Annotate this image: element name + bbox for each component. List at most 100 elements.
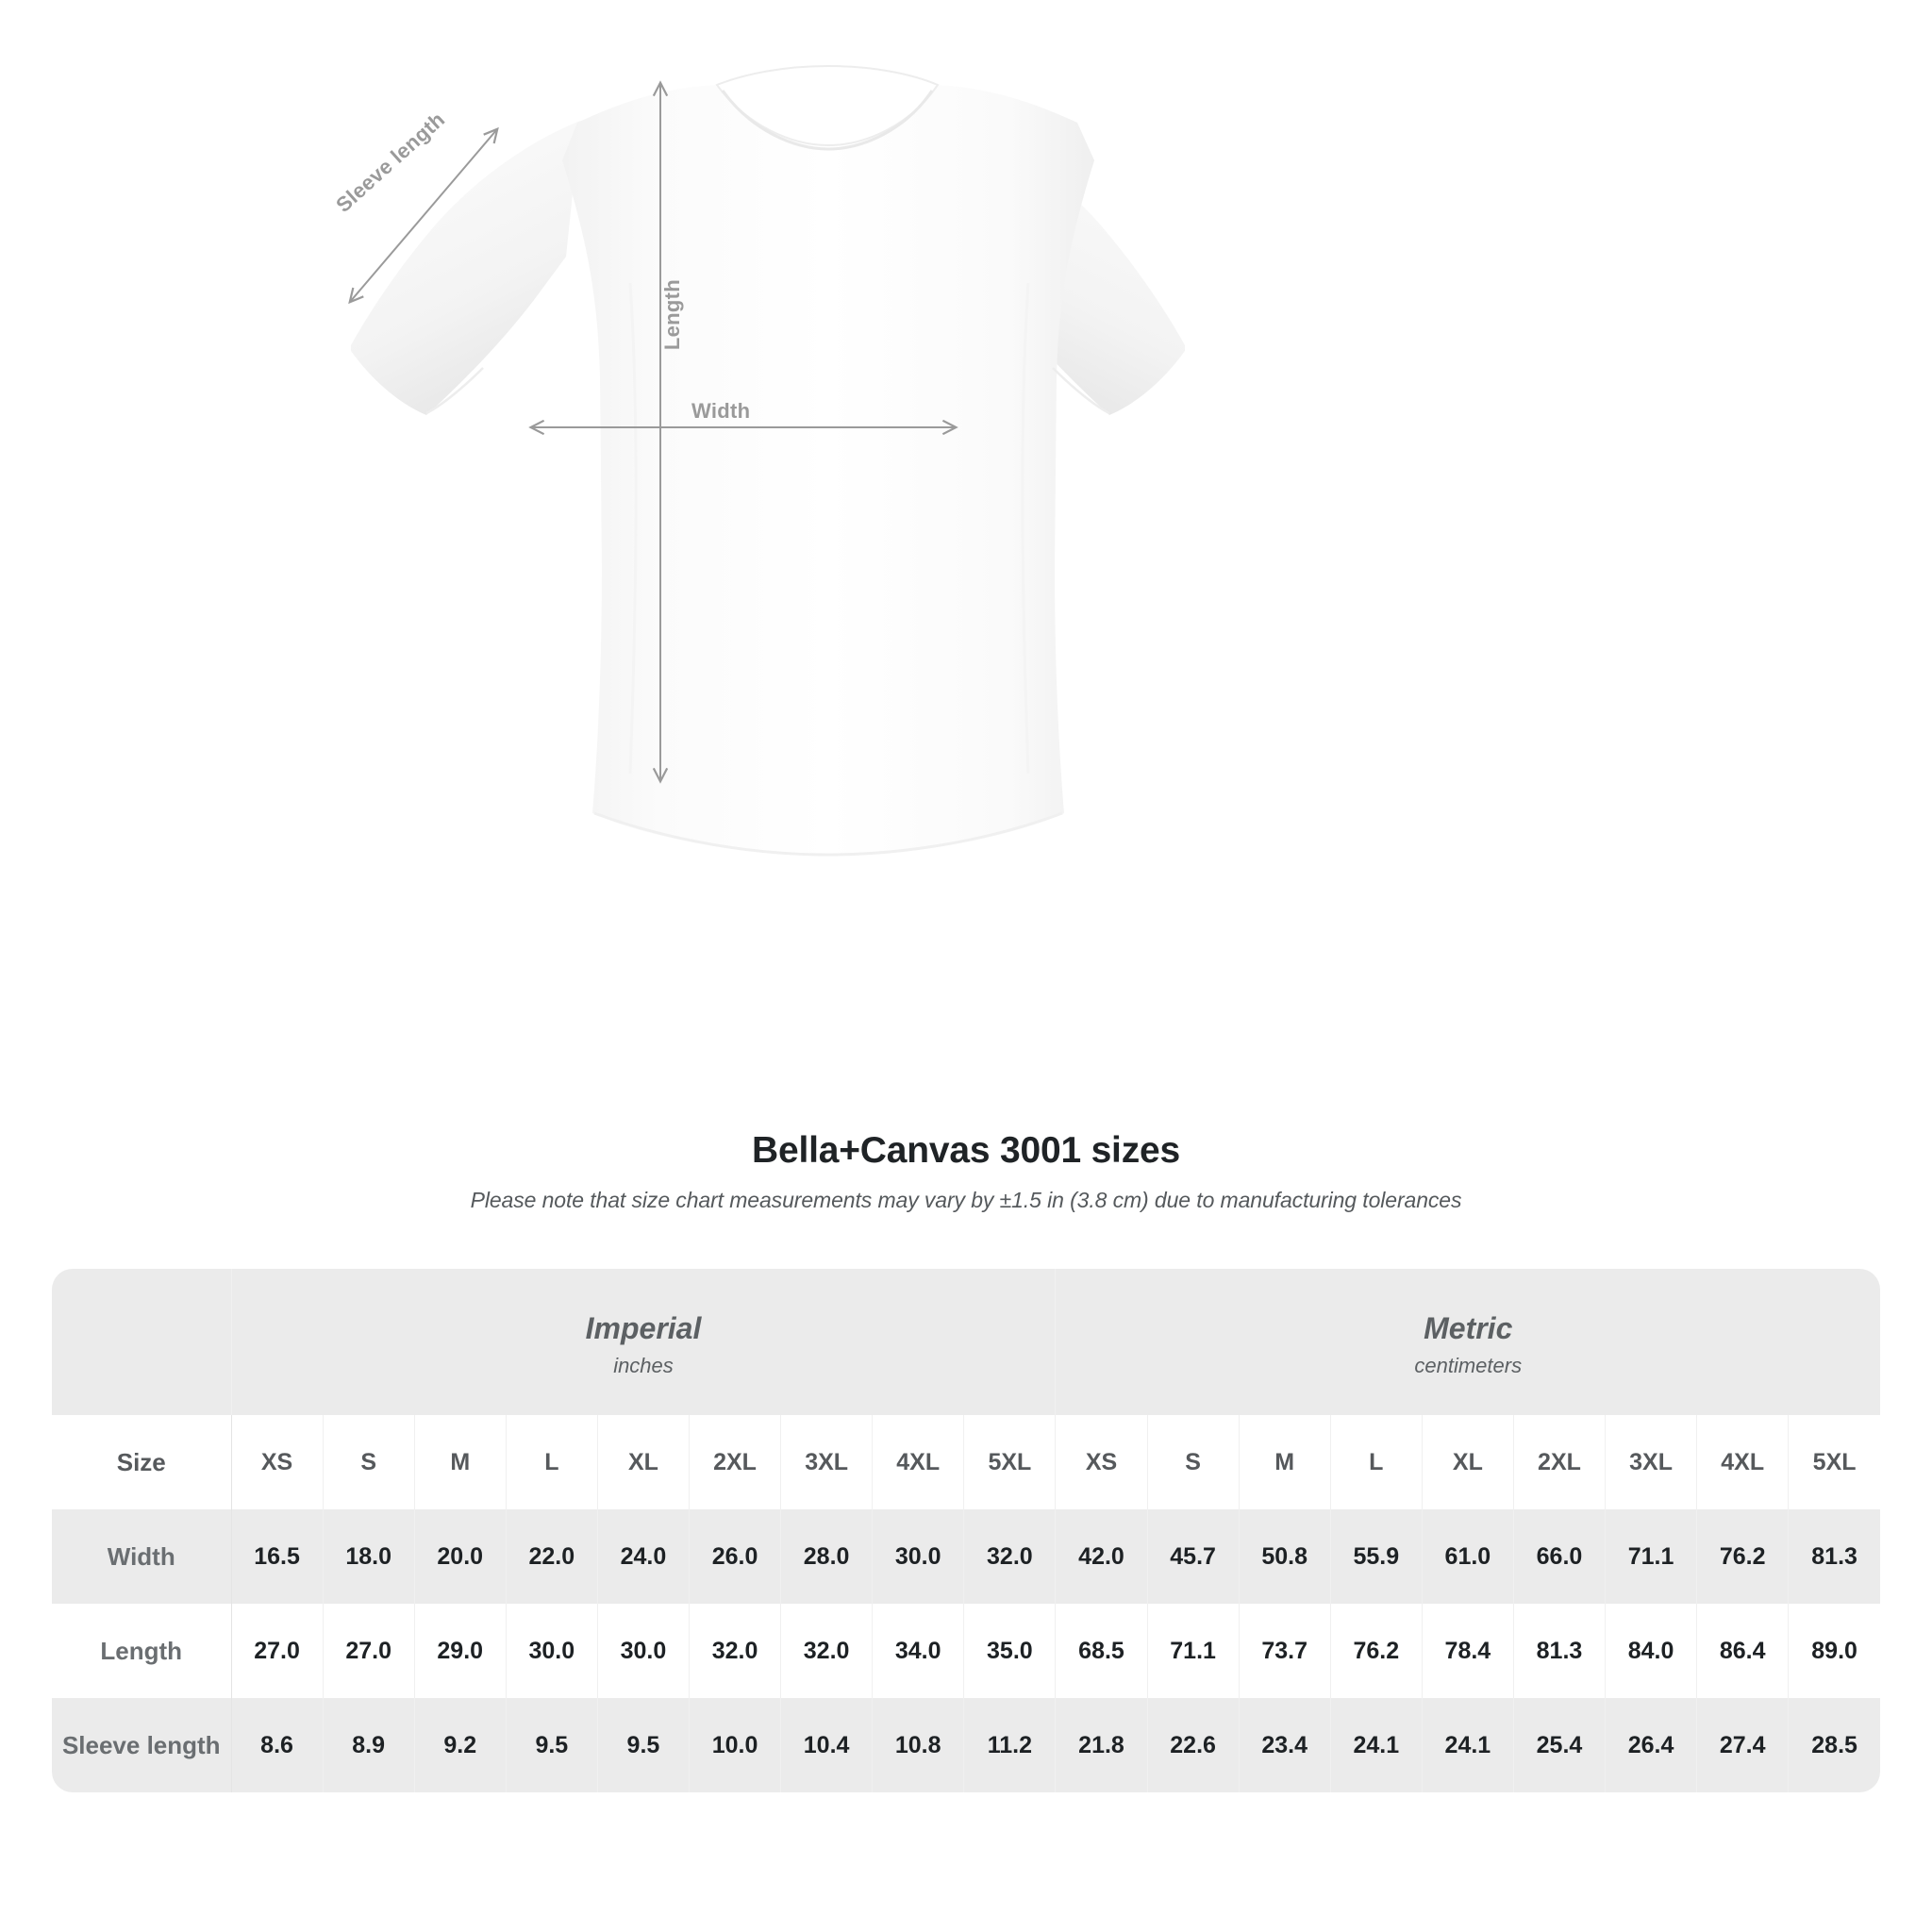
size-header-imperial-xl: XL — [597, 1415, 690, 1509]
width-label: Width — [691, 399, 751, 423]
unit-system-name: Metric — [1424, 1311, 1513, 1345]
cell-length-metric-l: 76.2 — [1330, 1604, 1423, 1698]
unit-system-name: Imperial — [585, 1311, 702, 1345]
cell-length-imperial-s: 27.0 — [323, 1604, 415, 1698]
size-column-header: Size — [52, 1415, 232, 1509]
cell-width-metric-m: 50.8 — [1239, 1509, 1331, 1604]
table-row: Sleeve length 8.6 8.9 9.2 9.5 9.5 10.0 10.4 10.8… — [52, 1698, 1880, 1792]
cell-width-metric-l: 55.9 — [1330, 1509, 1423, 1604]
size-header-metric-xl: XL — [1422, 1415, 1514, 1509]
cell-sleeve-length-imperial-2xl: 10.0 — [689, 1698, 782, 1792]
cell-length-imperial-4xl: 34.0 — [872, 1604, 965, 1698]
heading-block: Bella+Canvas 3001 sizes Please note that… — [0, 1130, 1932, 1213]
cell-width-metric-xl: 61.0 — [1422, 1509, 1514, 1604]
size-table-container: Imperial inches Metric centimeters Size XS S M L… — [52, 1269, 1880, 1792]
cell-sleeve-length-metric-3xl: 26.4 — [1605, 1698, 1698, 1792]
cell-sleeve-length-imperial-4xl: 10.8 — [872, 1698, 965, 1792]
cell-width-imperial-xs: 16.5 — [231, 1509, 324, 1604]
cell-width-imperial-m: 20.0 — [414, 1509, 507, 1604]
cell-length-imperial-xs: 27.0 — [231, 1604, 324, 1698]
sleeve-length-arrow — [348, 126, 499, 305]
cell-length-metric-2xl: 81.3 — [1513, 1604, 1607, 1698]
size-header-imperial-s: S — [323, 1415, 415, 1509]
size-header-imperial-l: L — [506, 1415, 598, 1509]
cell-length-metric-s: 71.1 — [1147, 1604, 1240, 1698]
cell-width-metric-xs: 42.0 — [1055, 1509, 1148, 1604]
cell-sleeve-length-metric-xl: 24.1 — [1422, 1698, 1514, 1792]
size-header-imperial-2xl: 2XL — [689, 1415, 782, 1509]
cell-sleeve-length-metric-2xl: 25.4 — [1513, 1698, 1607, 1792]
cell-sleeve-length-metric-4xl: 27.4 — [1696, 1698, 1790, 1792]
cell-length-metric-m: 73.7 — [1239, 1604, 1331, 1698]
size-header-metric-m: M — [1239, 1415, 1331, 1509]
page-title: Bella+Canvas 3001 sizes — [752, 1130, 1180, 1171]
cell-length-imperial-m: 29.0 — [414, 1604, 507, 1698]
cell-width-metric-s: 45.7 — [1147, 1509, 1240, 1604]
cell-width-metric-5xl: 81.3 — [1788, 1509, 1880, 1604]
cell-width-imperial-5xl: 32.0 — [963, 1509, 1057, 1604]
table-row: Length 27.0 27.0 29.0 30.0 30.0 32.0 32.0 34.0 35… — [52, 1604, 1880, 1698]
size-header-row: Size XS S M L XL 2XL 3XL 4XL 5XL XS S M L XL 2XL 3XL 4XL 5… — [52, 1415, 1880, 1509]
cell-sleeve-length-metric-m: 23.4 — [1239, 1698, 1331, 1792]
tolerance-note: Please note that size chart measurements… — [470, 1188, 1462, 1212]
cell-length-metric-xl: 78.4 — [1422, 1604, 1514, 1698]
size-header-imperial-4xl: 4XL — [872, 1415, 965, 1509]
size-header-metric-2xl: 2XL — [1513, 1415, 1607, 1509]
row-label-width: Width — [52, 1509, 232, 1604]
cell-width-metric-2xl: 66.0 — [1513, 1509, 1607, 1604]
size-header-metric-3xl: 3XL — [1605, 1415, 1698, 1509]
cell-sleeve-length-imperial-l: 9.5 — [506, 1698, 598, 1792]
cell-length-metric-4xl: 86.4 — [1696, 1604, 1790, 1698]
tshirt-shape — [351, 64, 1185, 857]
size-header-metric-l: L — [1330, 1415, 1423, 1509]
cell-sleeve-length-metric-xs: 21.8 — [1055, 1698, 1148, 1792]
table-row: Width 16.5 18.0 20.0 22.0 24.0 26.0 28.0 30.0 32.… — [52, 1509, 1880, 1604]
cell-sleeve-length-metric-s: 22.6 — [1147, 1698, 1240, 1792]
cell-sleeve-length-metric-5xl: 28.5 — [1788, 1698, 1880, 1792]
unit-header-imperial: Imperial inches — [231, 1269, 1057, 1415]
cell-length-metric-xs: 68.5 — [1055, 1604, 1148, 1698]
unit-row-spacer — [52, 1269, 232, 1415]
cell-width-metric-4xl: 76.2 — [1696, 1509, 1790, 1604]
dimension-arrows — [348, 80, 958, 784]
unit-header-metric: Metric centimeters — [1055, 1269, 1880, 1415]
tshirt-illustration — [348, 64, 1185, 857]
size-header-imperial-3xl: 3XL — [780, 1415, 874, 1509]
unit-header-row: Imperial inches Metric centimeters — [52, 1269, 1880, 1415]
cell-width-imperial-2xl: 26.0 — [689, 1509, 782, 1604]
cell-length-imperial-5xl: 35.0 — [963, 1604, 1057, 1698]
size-header-metric-xs: XS — [1055, 1415, 1148, 1509]
cell-length-imperial-3xl: 32.0 — [780, 1604, 874, 1698]
unit-system-unit: inches — [613, 1354, 674, 1377]
size-header-metric-4xl: 4XL — [1696, 1415, 1790, 1509]
size-header-metric-5xl: 5XL — [1788, 1415, 1880, 1509]
cell-width-metric-3xl: 71.1 — [1605, 1509, 1698, 1604]
size-header-imperial-m: M — [414, 1415, 507, 1509]
size-header-metric-s: S — [1147, 1415, 1240, 1509]
cell-sleeve-length-metric-l: 24.1 — [1330, 1698, 1423, 1792]
cell-sleeve-length-imperial-xs: 8.6 — [231, 1698, 324, 1792]
cell-width-imperial-s: 18.0 — [323, 1509, 415, 1604]
row-label-sleeve-length: Sleeve length — [52, 1698, 232, 1792]
cell-length-metric-5xl: 89.0 — [1788, 1604, 1880, 1698]
cell-length-imperial-l: 30.0 — [506, 1604, 598, 1698]
size-header-imperial-5xl: 5XL — [963, 1415, 1057, 1509]
size-table: Imperial inches Metric centimeters Size XS S M L… — [52, 1269, 1880, 1792]
cell-length-imperial-xl: 30.0 — [597, 1604, 690, 1698]
cell-sleeve-length-imperial-xl: 9.5 — [597, 1698, 690, 1792]
tshirt-diagram: Sleeve length Length Width — [331, 64, 1185, 857]
unit-system-unit: centimeters — [1414, 1354, 1523, 1377]
cell-sleeve-length-imperial-3xl: 10.4 — [780, 1698, 874, 1792]
cell-length-metric-3xl: 84.0 — [1605, 1604, 1698, 1698]
cell-sleeve-length-imperial-s: 8.9 — [323, 1698, 415, 1792]
cell-width-imperial-xl: 24.0 — [597, 1509, 690, 1604]
size-header-imperial-xs: XS — [231, 1415, 324, 1509]
cell-width-imperial-3xl: 28.0 — [780, 1509, 874, 1604]
row-label-length: Length — [52, 1604, 232, 1698]
cell-sleeve-length-imperial-5xl: 11.2 — [963, 1698, 1057, 1792]
cell-sleeve-length-imperial-m: 9.2 — [414, 1698, 507, 1792]
cell-length-imperial-2xl: 32.0 — [689, 1604, 782, 1698]
length-label: Length — [660, 279, 684, 351]
cell-width-imperial-4xl: 30.0 — [872, 1509, 965, 1604]
